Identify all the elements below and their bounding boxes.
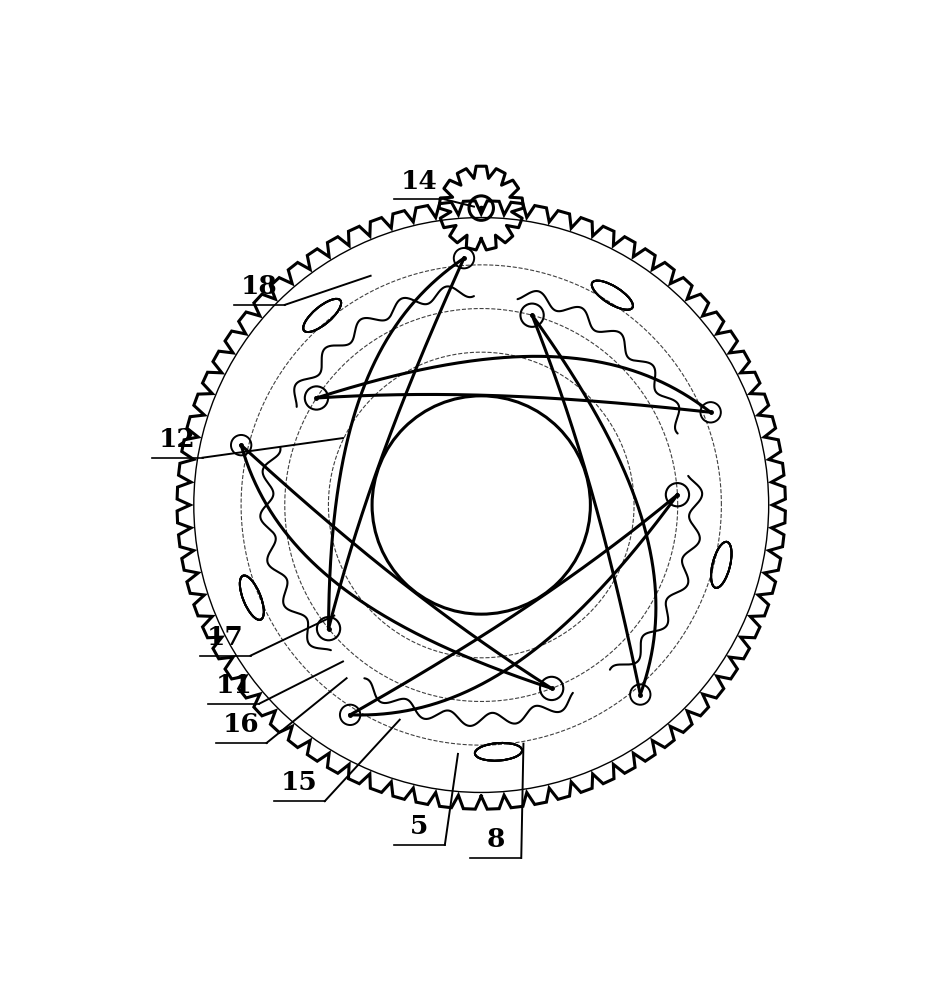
- Text: 17: 17: [207, 625, 243, 650]
- Text: 11: 11: [215, 673, 253, 698]
- Text: 5: 5: [410, 814, 428, 839]
- Text: 8: 8: [486, 827, 505, 852]
- Text: 15: 15: [281, 770, 317, 795]
- Text: 18: 18: [241, 274, 278, 299]
- Text: 14: 14: [401, 169, 438, 194]
- Text: 12: 12: [159, 427, 195, 452]
- Text: 16: 16: [223, 712, 259, 737]
